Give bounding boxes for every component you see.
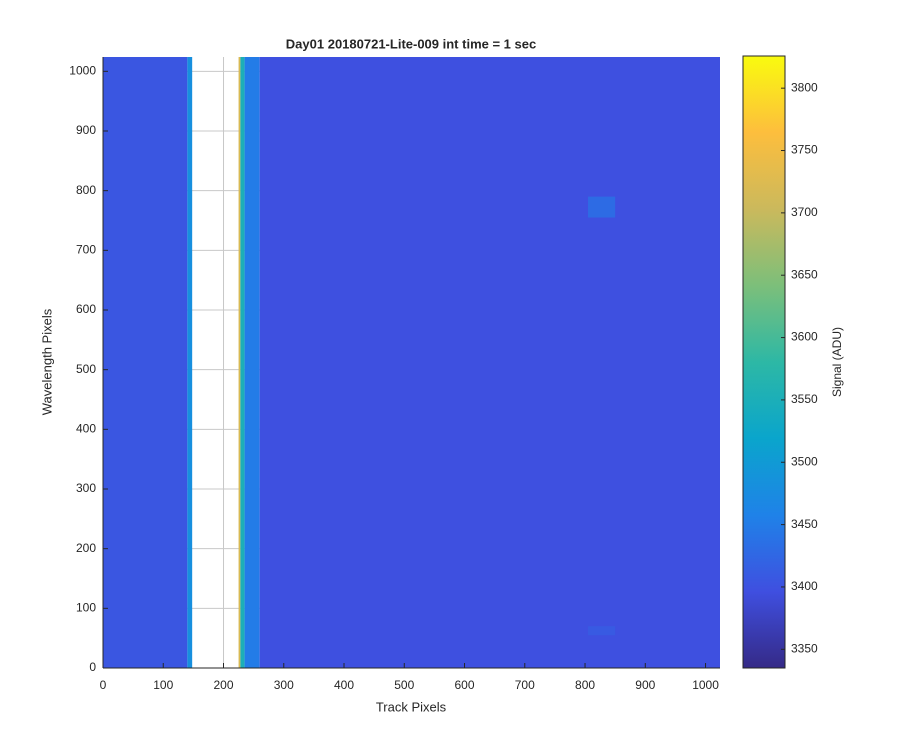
x-tick-label: 800 bbox=[575, 678, 595, 692]
heatmap-cell bbox=[187, 57, 193, 668]
y-tick-label: 200 bbox=[76, 541, 96, 555]
heatmap-cell bbox=[588, 626, 616, 636]
x-tick-label: 900 bbox=[635, 678, 655, 692]
x-tick-label: 1000 bbox=[692, 678, 719, 692]
x-tick-label: 300 bbox=[274, 678, 294, 692]
colorbar-tick-label: 3600 bbox=[791, 330, 818, 344]
y-tick-label: 0 bbox=[89, 660, 96, 674]
chart-title: Day01 20180721-Lite-009 int time = 1 sec bbox=[286, 36, 536, 51]
y-tick-label: 900 bbox=[76, 123, 96, 137]
y-tick-label: 400 bbox=[76, 422, 96, 436]
x-axis-label: Track Pixels bbox=[376, 699, 447, 714]
colorbar-tick-label: 3800 bbox=[791, 80, 818, 94]
y-tick-label: 100 bbox=[76, 601, 96, 615]
colorbar-tick-label: 3650 bbox=[791, 267, 818, 281]
heatmap-cell bbox=[244, 57, 260, 668]
colorbar-tick-label: 3700 bbox=[791, 205, 818, 219]
x-tick-label: 600 bbox=[455, 678, 475, 692]
colorbar-tick-label: 3550 bbox=[791, 392, 818, 406]
x-tick-label: 200 bbox=[213, 678, 233, 692]
x-tick-label: 400 bbox=[334, 678, 354, 692]
colorbar-tick-label: 3400 bbox=[791, 579, 818, 593]
heatmap-cell bbox=[588, 196, 616, 218]
x-tick-label: 100 bbox=[153, 678, 173, 692]
colorbar-tick-label: 3450 bbox=[791, 517, 818, 531]
colorbar-label: Signal (ADU) bbox=[830, 327, 844, 397]
heatmap-cell bbox=[238, 57, 241, 668]
y-tick-label: 600 bbox=[76, 302, 96, 316]
heatmap-cell bbox=[103, 57, 188, 668]
colorbar-tick-label: 3350 bbox=[791, 641, 818, 655]
x-tick-label: 0 bbox=[100, 678, 107, 692]
colorbar-tick-label: 3500 bbox=[791, 454, 818, 468]
heatmap-cell bbox=[259, 57, 720, 668]
y-axis-label: Wavelength Pixels bbox=[39, 308, 54, 415]
colorbar-tick-label: 3750 bbox=[791, 143, 818, 157]
y-tick-label: 500 bbox=[76, 362, 96, 376]
y-tick-label: 300 bbox=[76, 481, 96, 495]
y-tick-label: 1000 bbox=[69, 63, 96, 77]
y-tick-label: 800 bbox=[76, 183, 96, 197]
y-tick-label: 700 bbox=[76, 242, 96, 256]
heatmap-cell bbox=[240, 57, 245, 668]
x-tick-label: 500 bbox=[394, 678, 414, 692]
x-tick-label: 700 bbox=[515, 678, 535, 692]
colorbar bbox=[742, 55, 786, 669]
